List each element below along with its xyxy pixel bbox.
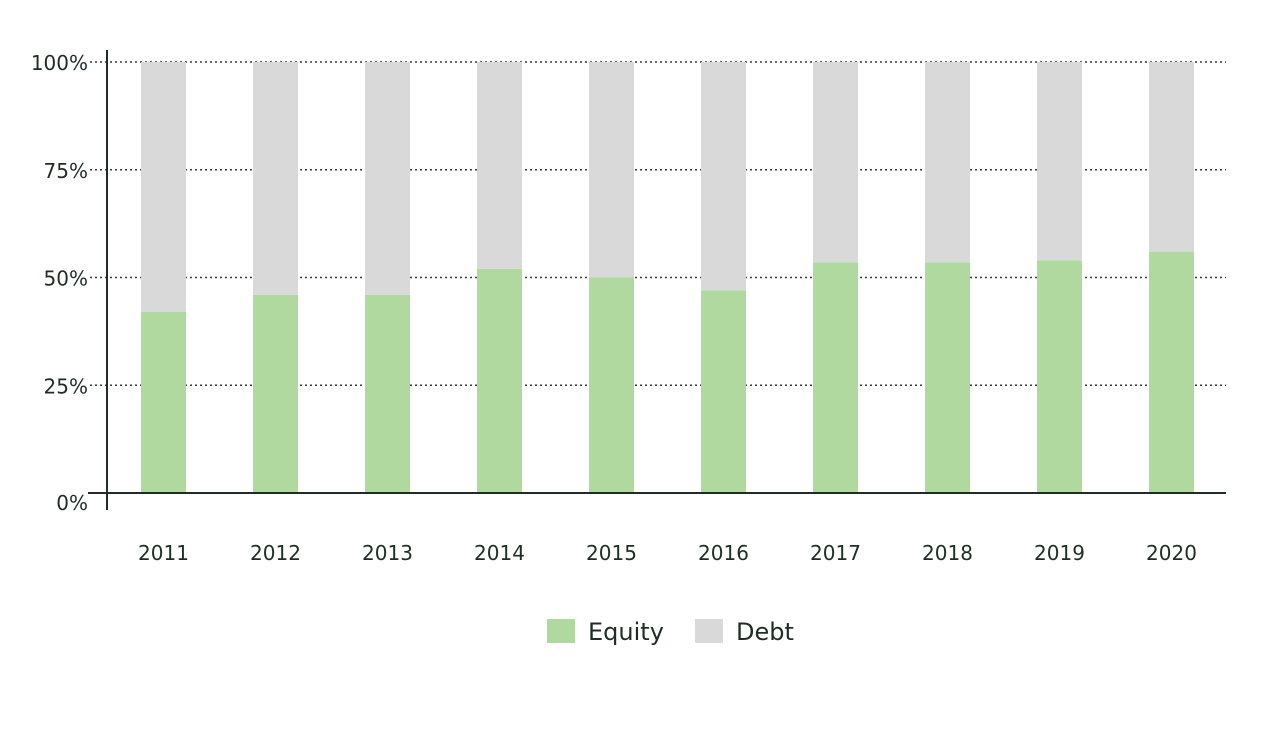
bar-debt-2017 bbox=[813, 62, 858, 263]
bar-debt-2020 bbox=[1149, 62, 1194, 252]
x-tick-label: 2016 bbox=[698, 541, 749, 565]
bar-debt-2019 bbox=[1037, 62, 1082, 261]
y-tick-label: 75% bbox=[44, 159, 88, 183]
y-tick-label: 100% bbox=[31, 51, 88, 75]
legend-swatch-debt bbox=[695, 619, 723, 643]
x-tick-label: 2012 bbox=[250, 541, 301, 565]
bar-debt-2013 bbox=[365, 62, 410, 295]
legend-label-debt: Debt bbox=[736, 618, 794, 646]
x-tick-label: 2015 bbox=[586, 541, 637, 565]
grid-lines bbox=[90, 61, 1226, 386]
y-tick-labels: 0% 25% 50% 75% 100% bbox=[31, 51, 88, 515]
bar-equity-2019 bbox=[1037, 260, 1082, 493]
x-tick-label: 2014 bbox=[474, 541, 525, 565]
legend: Equity Debt bbox=[547, 618, 794, 646]
bar-equity-2016 bbox=[701, 290, 746, 493]
bar-debt-2014 bbox=[477, 62, 522, 269]
bar-debt-2012 bbox=[253, 62, 298, 295]
x-tick-label: 2011 bbox=[138, 541, 189, 565]
bar-equity-2015 bbox=[589, 277, 634, 493]
legend-label-equity: Equity bbox=[588, 618, 664, 646]
bar-debt-2018 bbox=[925, 62, 970, 263]
x-tick-label: 2020 bbox=[1146, 541, 1197, 565]
bar-equity-2020 bbox=[1149, 251, 1194, 493]
axes bbox=[88, 50, 1226, 510]
bar-equity-2014 bbox=[477, 268, 522, 493]
bar-equity-2013 bbox=[365, 294, 410, 493]
bar-debt-2016 bbox=[701, 62, 746, 291]
y-tick-label: 25% bbox=[44, 374, 88, 398]
x-tick-label: 2013 bbox=[362, 541, 413, 565]
bar-debt-2015 bbox=[589, 62, 634, 278]
x-tick-labels: 2011 2012 2013 2014 2015 2016 2017 2018 2019 2020 bbox=[138, 541, 1197, 565]
bars bbox=[141, 62, 1194, 493]
bar-equity-2017 bbox=[813, 262, 858, 493]
x-tick-label: 2018 bbox=[922, 541, 973, 565]
y-tick-label: 50% bbox=[44, 267, 88, 291]
legend-swatch-equity bbox=[547, 619, 575, 643]
x-tick-label: 2019 bbox=[1034, 541, 1085, 565]
x-tick-label: 2017 bbox=[810, 541, 861, 565]
bar-equity-2018 bbox=[925, 262, 970, 493]
bar-equity-2011 bbox=[141, 311, 186, 493]
bar-debt-2011 bbox=[141, 62, 186, 312]
y-tick-label: 0% bbox=[56, 491, 88, 515]
bar-equity-2012 bbox=[253, 294, 298, 493]
